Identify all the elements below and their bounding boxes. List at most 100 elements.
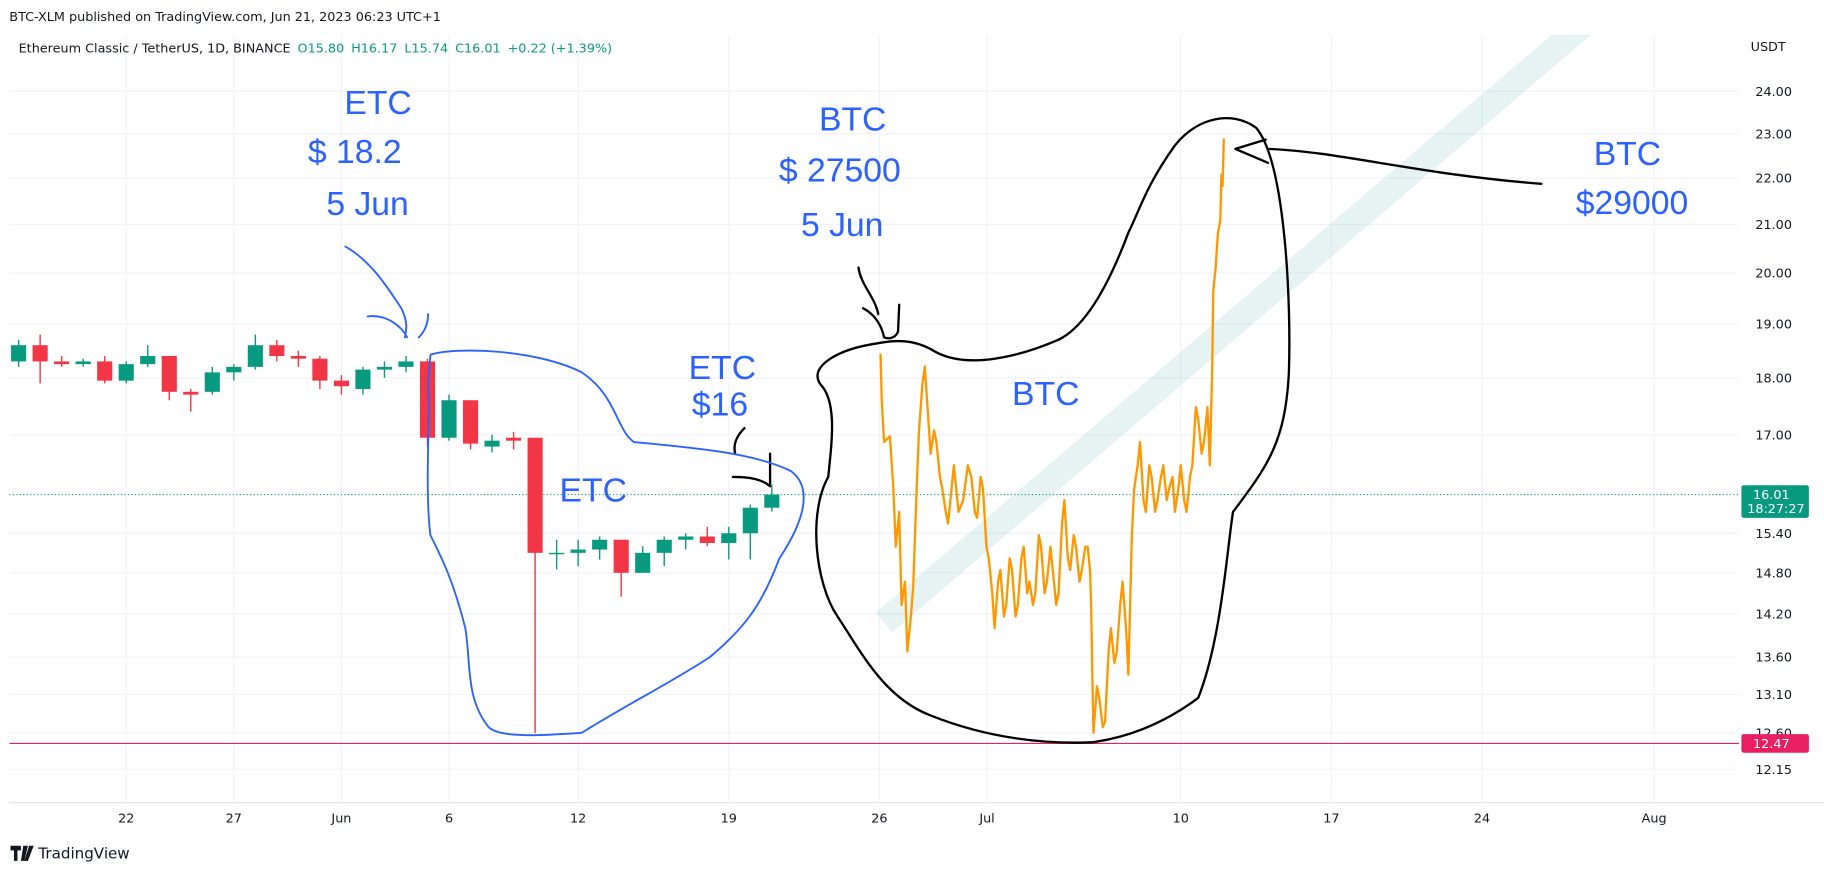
candle-body — [355, 369, 371, 390]
candle-body — [613, 539, 629, 573]
candle-body — [764, 494, 780, 508]
candle-body — [290, 355, 306, 359]
x-tick-label: 19 — [721, 811, 737, 826]
candle-body — [721, 533, 737, 543]
candle-body — [247, 345, 263, 367]
y-tick-label: 20.00 — [1755, 267, 1792, 282]
y-tick-label: 18.00 — [1755, 372, 1792, 387]
etc-loop — [426, 349, 805, 737]
open: O15.80 — [298, 41, 345, 56]
symbol: Ethereum Classic / TetherUS, 1D, BINANCE — [19, 41, 291, 56]
y-tick-label: 14.80 — [1755, 566, 1792, 581]
x-tick-label: 26 — [871, 811, 887, 826]
y-tick-label: 13.60 — [1755, 651, 1792, 666]
x-tick-label: 27 — [226, 811, 242, 826]
last-price-tag — [1741, 485, 1809, 518]
annotation: ETC — [560, 471, 627, 509]
countdown-label: 18:27:27 — [1747, 502, 1804, 517]
y-tick-label: 12.15 — [1755, 763, 1792, 778]
x-tick-label: Jun — [330, 811, 351, 826]
annotation: BTC — [819, 100, 886, 138]
logo-text: TradingView — [37, 844, 129, 862]
etc-hook — [731, 426, 772, 488]
grid — [9, 34, 1740, 803]
annotation: $ 18.2 — [308, 133, 402, 171]
candle-body — [656, 539, 672, 553]
annotation: 5 Jun — [801, 206, 884, 244]
annotation: ETC — [344, 84, 411, 122]
x-tick-label: Jul — [978, 811, 994, 826]
candle-body — [506, 437, 522, 441]
y-tick-label: 24.00 — [1755, 85, 1792, 100]
btc-overlay — [879, 138, 1225, 735]
candle-body — [527, 437, 543, 553]
candle-body — [441, 400, 457, 438]
annotation: 5 Jun — [326, 185, 409, 223]
high: H16.17 — [351, 41, 397, 56]
btc-pointer — [1234, 138, 1543, 185]
price-line-label: 12.47 — [1753, 737, 1790, 752]
btc-hook — [857, 266, 901, 340]
y-tick-label: 17.00 — [1755, 428, 1792, 443]
candle-body — [570, 549, 586, 553]
y-tick-label: 15.40 — [1755, 527, 1792, 542]
annotation: ETC — [689, 349, 756, 387]
change: +0.22 (+1.39%) — [508, 41, 613, 56]
logo-icon — [10, 845, 34, 861]
annotation: $ 27500 — [779, 151, 901, 189]
candle-body — [32, 345, 48, 362]
candle-body — [462, 400, 479, 444]
published-line: BTC-XLM published on TradingView.com, Ju… — [9, 10, 441, 25]
candle-body — [398, 361, 414, 367]
candle-body — [269, 345, 285, 356]
x-tick-label: 10 — [1173, 811, 1189, 826]
axes: USDT 24.00 23.00 22.00 21.00 20.00 19.00 18.00… — [9, 40, 1824, 826]
x-tick-label: 12 — [570, 811, 586, 826]
candle-body — [226, 366, 242, 373]
annotation: BTC — [1594, 135, 1661, 173]
candle-body — [549, 552, 565, 555]
x-tick-label: Aug — [1642, 811, 1667, 826]
plot — [9, 334, 1740, 745]
footer-logo: TradingView — [10, 844, 130, 862]
candle-body — [419, 361, 436, 438]
candle-body — [635, 552, 651, 573]
y-axis-unit: USDT — [1751, 40, 1786, 55]
last-price-label: 16.01 — [1753, 488, 1790, 503]
x-tick-label: 22 — [118, 811, 134, 826]
candle-body — [118, 364, 134, 381]
candle-body — [742, 507, 758, 534]
low: L15.74 — [404, 41, 448, 56]
annotation: $16 — [692, 385, 748, 423]
x-tick-label: 17 — [1323, 811, 1339, 826]
etc-pointer — [344, 245, 430, 339]
legend: Ethereum Classic / TetherUS, 1D, BINANCE… — [19, 41, 612, 56]
price-line-tag — [1741, 734, 1809, 753]
candle-body — [376, 366, 393, 370]
candle-body — [183, 391, 199, 395]
y-tick-label: 19.00 — [1755, 318, 1792, 333]
annotation: BTC — [1012, 375, 1079, 413]
candle-body — [484, 440, 500, 447]
x-tick-label: 24 — [1474, 811, 1490, 826]
annotation: $29000 — [1576, 184, 1689, 222]
y-tick-label: 21.00 — [1755, 218, 1792, 233]
candle-body — [333, 380, 349, 387]
y-tick-label: 23.00 — [1755, 127, 1792, 142]
close: C16.01 — [455, 41, 501, 56]
btc-loop — [815, 116, 1291, 744]
candle-body — [97, 361, 113, 381]
candle-body — [11, 345, 27, 362]
candle-body — [699, 536, 715, 543]
candle-body — [140, 355, 156, 365]
y-tick-label: 13.10 — [1755, 688, 1792, 703]
candle-body — [161, 355, 177, 392]
candle-body — [312, 358, 328, 381]
y-tick-label: 22.00 — [1755, 172, 1792, 187]
y-tick-label: 14.20 — [1755, 608, 1792, 623]
drawings — [344, 116, 1543, 744]
candle-body — [204, 372, 220, 392]
